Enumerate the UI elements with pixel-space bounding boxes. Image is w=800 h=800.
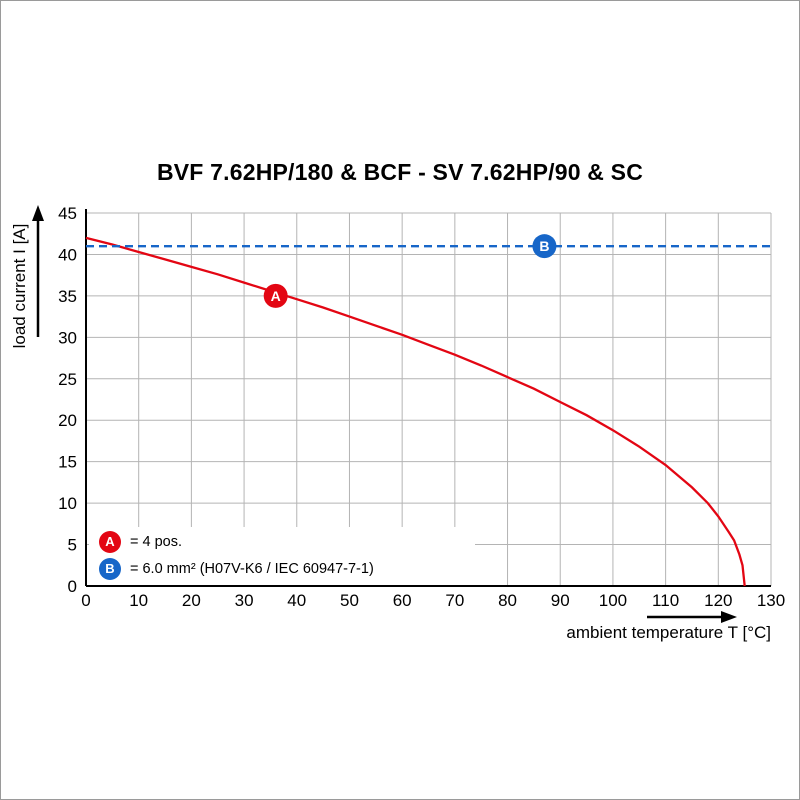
- legend-marker-a-icon: A: [99, 530, 121, 553]
- x-tick-label: 110: [652, 591, 679, 610]
- x-tick-label: 20: [182, 591, 201, 610]
- legend-item-b: B = 6.0 mm² (H07V-K6 / IEC 60947-7-1): [99, 557, 475, 580]
- y-tick-label: 10: [58, 494, 77, 513]
- curve-marker-b-icon: [532, 234, 557, 259]
- y-axis-label: load current I [A]: [10, 223, 29, 349]
- curve-marker-a-label: A: [271, 288, 281, 304]
- x-axis-label: ambient temperature T [°C]: [566, 623, 771, 642]
- y-tick-label: 30: [58, 328, 77, 347]
- legend-marker-b-icon: B: [99, 557, 121, 580]
- y-tick-label: 20: [58, 411, 77, 430]
- chart-title: BVF 7.62HP/180 & BCF - SV 7.62HP/90 & SC: [156, 159, 644, 185]
- x-tick-label: 130: [757, 591, 785, 610]
- x-tick-label: 90: [551, 591, 570, 610]
- x-tick-label: 70: [445, 591, 464, 610]
- x-tick-label: 50: [340, 591, 359, 610]
- y-tick-label: 5: [68, 536, 77, 555]
- legend-item-a-text: = 4 pos.: [130, 533, 182, 550]
- y-axis-arrow-head-icon: [32, 205, 44, 221]
- legend-item-a: A = 4 pos.: [99, 530, 475, 553]
- x-tick-label: 40: [287, 591, 306, 610]
- y-tick-labels: 0 5 10 15 20 25 30 35 40 45: [58, 204, 77, 596]
- x-tick-label: 30: [235, 591, 254, 610]
- x-tick-label: 100: [599, 591, 627, 610]
- curve-marker-b-label: B: [539, 238, 549, 254]
- axes: [85, 209, 771, 587]
- x-tick-label: 0: [81, 591, 90, 610]
- y-tick-label: 0: [68, 577, 77, 596]
- x-tick-labels: 0 10 20 30 40 50 60 70 80 90 100 110 120 130: [81, 591, 785, 610]
- curve-marker-a: A: [263, 283, 288, 308]
- y-tick-label: 45: [58, 204, 77, 223]
- series-a-curve: [85, 236, 746, 587]
- y-tick-label: 25: [58, 370, 77, 389]
- curve-marker-a-icon: [263, 283, 288, 308]
- y-tick-label: 35: [58, 287, 77, 306]
- y-tick-label: 40: [58, 245, 77, 264]
- x-tick-label: 10: [129, 591, 148, 610]
- legend-item-b-text: = 6.0 mm² (H07V-K6 / IEC 60947-7-1): [130, 560, 374, 577]
- x-tick-label: 120: [704, 591, 732, 610]
- legend: A = 4 pos. B = 6.0 mm² (H07V-K6 / IEC 60…: [89, 527, 475, 585]
- curve-marker-b: B: [532, 234, 557, 259]
- x-axis-arrow-head-icon: [721, 611, 737, 623]
- x-tick-label: 80: [498, 591, 517, 610]
- y-tick-label: 15: [58, 453, 77, 472]
- axis-arrows: [32, 205, 737, 623]
- x-tick-label: 60: [393, 591, 412, 610]
